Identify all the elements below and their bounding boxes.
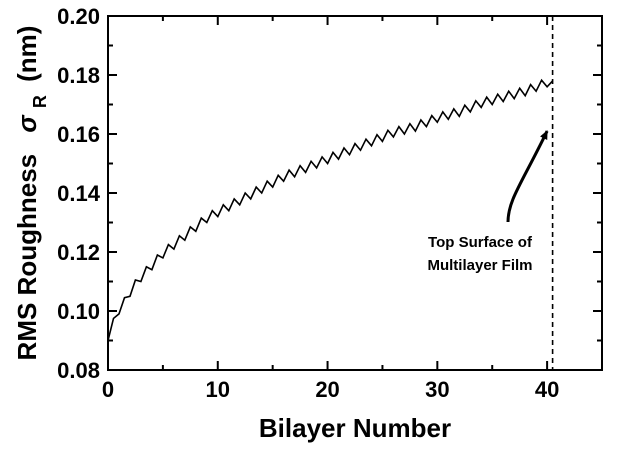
y-axis-title: RMS Roughness σ R (nm) xyxy=(12,26,50,361)
y-tick-label: 0.18 xyxy=(57,63,100,88)
axes: 0 10 20 30 40 0.08 0.10 0.12 0.14 0.16 0.18 0.20 xyxy=(57,4,603,402)
y-tick-label: 0.14 xyxy=(57,181,101,206)
series-layer xyxy=(107,78,554,341)
roughness-series-line xyxy=(107,78,554,341)
x-tick-label: 20 xyxy=(315,377,339,402)
y-axis-title-text: RMS Roughness xyxy=(12,154,42,361)
y-tick-label: 0.20 xyxy=(57,4,100,29)
y-tick-label: 0.10 xyxy=(57,299,100,324)
annotation-line-1: Top Surface of xyxy=(428,234,533,251)
x-tick-label: 40 xyxy=(535,377,559,402)
x-tick-label: 0 xyxy=(102,377,114,402)
y-axis-title-symbol: σ xyxy=(12,114,42,133)
y-axis-title-subscript: R xyxy=(30,95,50,108)
x-tick-label: 10 xyxy=(206,377,230,402)
plot-frame xyxy=(107,15,603,371)
y-tick-label: 0.16 xyxy=(57,122,100,147)
annotation-arrow xyxy=(506,130,549,223)
annotation-layer: Top Surface of Multilayer Film xyxy=(427,16,554,370)
annotation-line-2: Multilayer Film xyxy=(427,257,532,274)
axis-labels: Bilayer Number RMS Roughness σ R (nm) xyxy=(12,26,451,443)
y-tick-label: 0.12 xyxy=(57,240,100,265)
x-axis-title: Bilayer Number xyxy=(259,413,451,443)
y-tick-label: 0.08 xyxy=(57,358,100,383)
y-axis-title-unit: (nm) xyxy=(12,26,42,82)
x-tick-label: 30 xyxy=(425,377,449,402)
